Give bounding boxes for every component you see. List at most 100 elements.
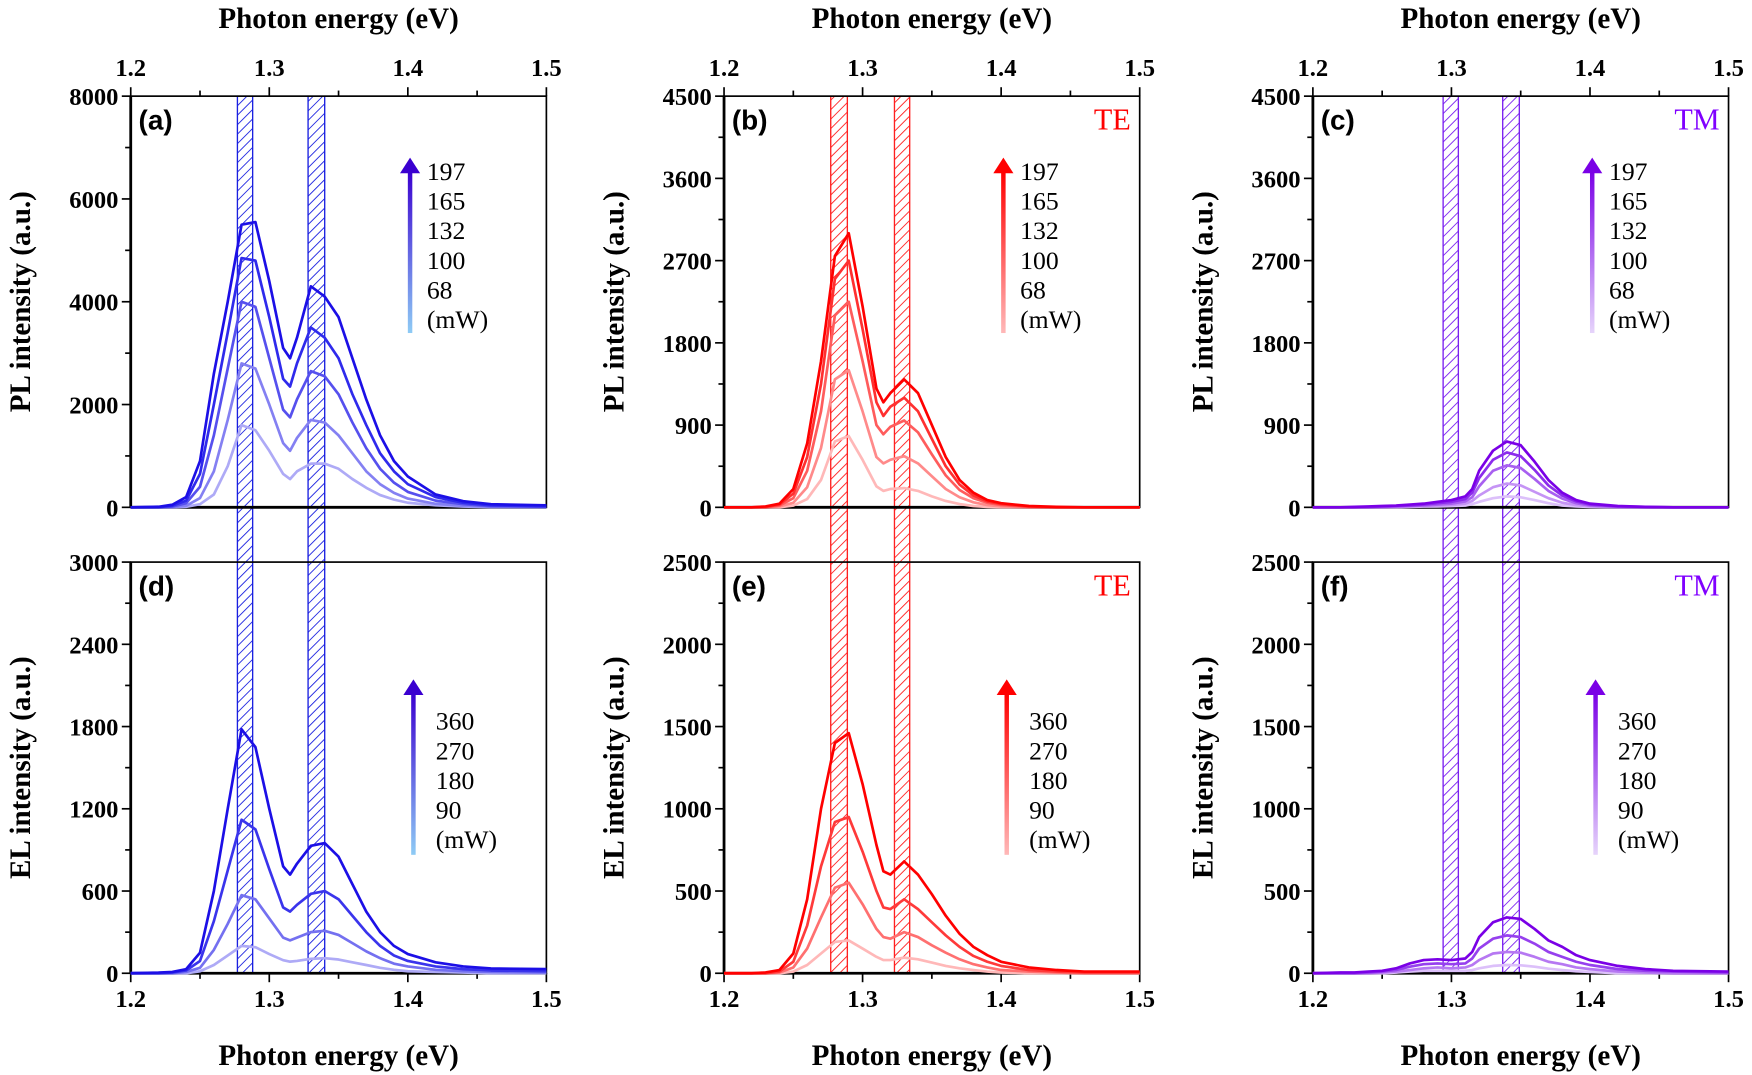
- panel-b: 1.2 1.3 1.4 1.5 Photon energy (eV) 0 900 1800 27…: [598, 3, 1155, 974]
- series-line-100: [130, 362, 547, 509]
- y-axis-title: EL intensity (a.u.): [5, 656, 37, 879]
- plot-frame: [129, 561, 548, 975]
- x-axis-title: Photon energy (eV): [812, 1040, 1052, 1072]
- x-tick-label: 1.5: [1713, 55, 1744, 82]
- legend-arrow-shaft: [407, 171, 413, 334]
- x-tick-label: 1.4: [986, 55, 1017, 82]
- legend-entry: 270: [1029, 736, 1068, 765]
- y-tick-label: 4500: [663, 84, 712, 111]
- legend-entry: 180: [1029, 766, 1068, 795]
- y-tick-label: 0: [1288, 961, 1300, 988]
- legend-entry: 100: [1609, 246, 1648, 275]
- legend-entry: 197: [427, 157, 466, 186]
- legend-unit: (mW): [436, 825, 497, 854]
- x-axis-title: Photon energy (eV): [218, 1040, 458, 1072]
- x-tick-label: 1.4: [1575, 55, 1606, 82]
- hatched-band: [1502, 95, 1520, 974]
- x-tick-label: 1.2: [709, 986, 740, 1013]
- polarization-label: TE: [1094, 103, 1131, 137]
- series-line-197: [724, 231, 1140, 509]
- panel-label: (c): [1321, 105, 1355, 136]
- series-line-100: [1312, 482, 1729, 509]
- legend-unit: (mW): [1609, 305, 1670, 334]
- y-tick-label: 600: [82, 879, 119, 906]
- series-line-270: [724, 815, 1140, 975]
- panel-label: (b): [732, 105, 768, 136]
- y-axis-title: PL intensity (a.u.): [598, 191, 630, 412]
- y-tick-label: 2400: [69, 632, 118, 659]
- legend-arrow-shaft: [1589, 171, 1595, 334]
- legend-entry: 68: [427, 275, 453, 304]
- legend-entry: 100: [427, 246, 466, 275]
- y-tick-label: 2700: [663, 249, 712, 276]
- y-tick-label: 0: [699, 495, 711, 522]
- series-line-165: [130, 256, 547, 509]
- y-tick-label: 0: [699, 961, 711, 988]
- legend-arrow-shaft: [411, 692, 416, 855]
- legend-entry: 180: [1618, 766, 1657, 795]
- x-tick-label: 1.2: [1298, 986, 1329, 1013]
- y-tick-label: 1800: [1251, 331, 1300, 358]
- y-tick-label: 900: [675, 413, 712, 440]
- series-line-165: [1312, 451, 1729, 509]
- y-tick-label: 900: [1264, 413, 1301, 440]
- hatched-band: [1442, 95, 1460, 974]
- legend-entry: 197: [1020, 157, 1059, 186]
- y-tick-label: 8000: [69, 84, 118, 111]
- x-axis-title: Photon energy (eV): [812, 3, 1052, 35]
- y-axis-title: PL intensity (a.u.): [1187, 191, 1219, 412]
- panel-label: (e): [732, 571, 766, 602]
- y-tick-label: 1000: [663, 797, 712, 824]
- series-line-68: [130, 423, 547, 509]
- legend-arrow-head-icon: [1585, 679, 1606, 696]
- series-line-360: [1312, 916, 1729, 975]
- polarization-label: TM: [1674, 103, 1719, 137]
- x-tick-label: 1.5: [531, 55, 562, 82]
- plot-frame: [1312, 561, 1730, 975]
- x-tick-label: 1.4: [986, 986, 1017, 1013]
- x-tick-label: 1.3: [254, 55, 285, 82]
- legend-arrow-head-icon: [993, 157, 1014, 174]
- legend-arrow-head-icon: [996, 679, 1017, 696]
- y-axis-title: PL intensity (a.u.): [5, 191, 37, 412]
- y-tick-label: 6000: [69, 187, 118, 214]
- x-tick-label: 1.5: [531, 986, 562, 1013]
- legend-unit: (mW): [427, 305, 488, 334]
- x-axis-title: Photon energy (eV): [1401, 3, 1641, 35]
- legend-entry: 132: [1609, 216, 1648, 245]
- y-tick-label: 4000: [69, 290, 118, 317]
- y-tick-label: 2000: [1251, 632, 1300, 659]
- y-tick-label: 0: [106, 961, 118, 988]
- legend-entry: 90: [436, 796, 462, 825]
- legend-arrow-shaft: [1004, 692, 1009, 855]
- x-tick-label: 1.5: [1713, 986, 1744, 1013]
- y-tick-label: 3600: [663, 166, 712, 193]
- series-line-90: [724, 939, 1140, 975]
- y-tick-label: 1800: [663, 331, 712, 358]
- y-tick-label: 0: [1288, 495, 1300, 522]
- x-tick-label: 1.3: [254, 986, 285, 1013]
- x-tick-label: 1.3: [847, 55, 878, 82]
- polarization-label: TM: [1674, 569, 1719, 603]
- series-line-90: [130, 944, 547, 975]
- panel-e: 1.2 1.3 1.4 1.5 Photon energy (eV) 0 500 1000 15…: [598, 550, 1155, 1072]
- legend-arrow-shaft: [1001, 171, 1006, 334]
- y-tick-label: 2000: [663, 632, 712, 659]
- y-tick-label: 3600: [1251, 166, 1300, 193]
- plot-frame: [723, 561, 1141, 975]
- hatched-band: [830, 95, 849, 974]
- hatched-band: [307, 95, 326, 974]
- legend-entry: 100: [1020, 246, 1059, 275]
- legend-entry: 90: [1618, 796, 1644, 825]
- hatched-band: [893, 95, 911, 974]
- panel-d: 1.2 1.3 1.4 1.5 Photon energy (eV) 0 600 1200 18…: [5, 550, 562, 1072]
- series-line-197: [1312, 440, 1729, 509]
- legend-unit: (mW): [1029, 825, 1090, 854]
- legend-entry: 197: [1609, 157, 1648, 186]
- y-tick-label: 2500: [1251, 550, 1300, 577]
- panel-f: 1.2 1.3 1.4 1.5 Photon energy (eV) 0 500 1000 15…: [1187, 550, 1744, 1072]
- y-tick-label: 1500: [1251, 714, 1300, 741]
- legend-unit: (mW): [1020, 305, 1081, 334]
- x-tick-label: 1.2: [115, 986, 146, 1013]
